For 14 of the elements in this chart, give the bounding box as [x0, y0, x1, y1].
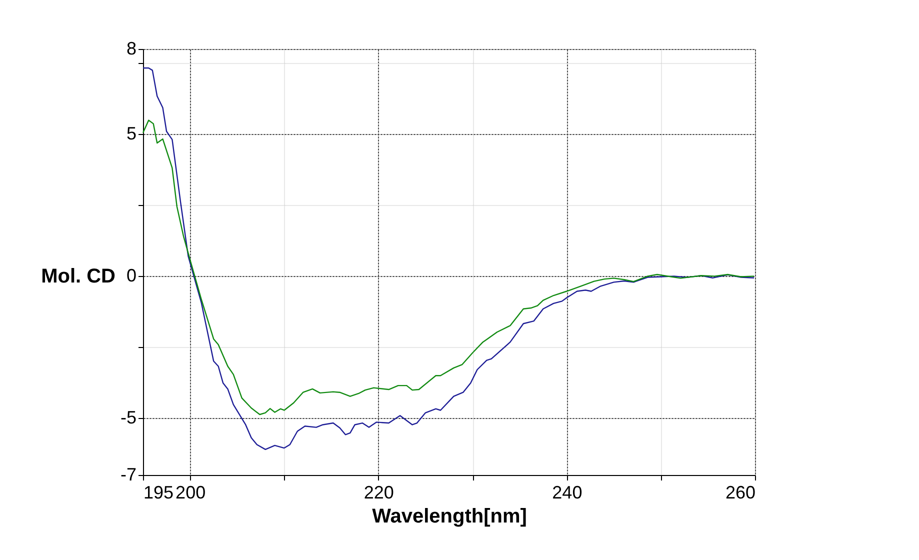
- x-tick-label: 220: [364, 482, 394, 502]
- y-tick-label: -7: [120, 464, 136, 484]
- y-tick-label: 5: [126, 124, 136, 144]
- x-tick-label: 195: [144, 482, 174, 502]
- y-tick-label: 8: [126, 38, 136, 58]
- line-series: [142, 67, 755, 450]
- line-series: [142, 120, 755, 416]
- y-tick-label: -5: [120, 408, 136, 428]
- x-tick-label: 200: [176, 482, 206, 502]
- x-tick-label: 260: [725, 482, 756, 502]
- x-tick-label: 240: [552, 482, 582, 502]
- x-axis-title: Wavelength[nm]: [372, 506, 527, 528]
- y-axis-title: Mol. CD: [41, 266, 116, 288]
- y-tick-label: 0: [126, 266, 136, 286]
